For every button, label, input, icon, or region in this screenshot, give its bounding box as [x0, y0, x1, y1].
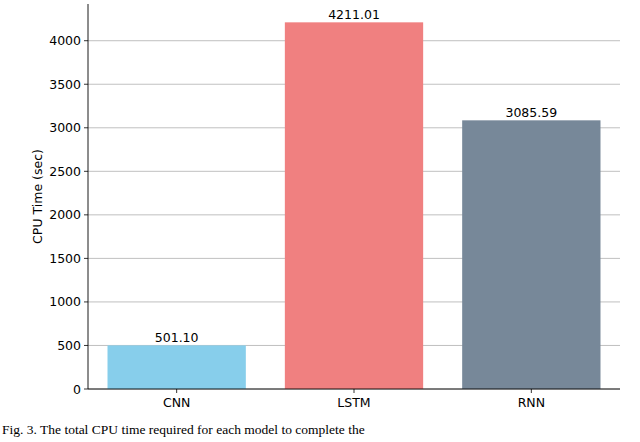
y-axis-line — [88, 4, 89, 389]
y-tick-label: 1000 — [49, 294, 81, 309]
x-tick — [176, 389, 177, 393]
y-tick-label: 3500 — [49, 77, 81, 92]
y-tick — [84, 127, 88, 128]
chart-root: 0 500 1000 1500 2000 2500 3000 3500 4000 501.10 42… — [0, 0, 640, 442]
y-tick-label: 500 — [57, 338, 81, 353]
bars — [108, 22, 601, 389]
chart-svg: 0 500 1000 1500 2000 2500 3000 3500 4000 501.10 42… — [0, 0, 640, 442]
x-tick — [354, 389, 355, 393]
data-label: 4211.01 — [328, 7, 380, 22]
y-tick-label: 3000 — [49, 120, 81, 135]
bar — [108, 345, 246, 389]
y-tick-label: 0 — [73, 382, 81, 397]
x-tick — [531, 389, 532, 393]
y-tick-label: 2000 — [49, 207, 81, 222]
caption: Fig. 3. The total CPU time required for … — [2, 422, 365, 437]
y-tick — [84, 40, 88, 41]
bar — [462, 120, 600, 389]
y-tick — [84, 214, 88, 215]
y-tick-label: 2500 — [49, 164, 81, 179]
x-tick-label: RNN — [518, 395, 545, 410]
y-tick — [84, 345, 88, 346]
data-label: 3085.59 — [505, 105, 557, 120]
y-tick-label: 1500 — [49, 251, 81, 266]
x-tick-label: CNN — [163, 395, 190, 410]
y-tick — [84, 258, 88, 259]
y-tick — [84, 389, 88, 390]
bar — [285, 22, 423, 389]
data-label: 501.10 — [155, 330, 199, 345]
y-tick — [84, 171, 88, 172]
y-axis-label: CPU Time (sec) — [30, 149, 45, 244]
y-tick — [84, 301, 88, 302]
y-tick-label: 4000 — [49, 33, 81, 48]
x-tick-label: LSTM — [337, 395, 370, 410]
y-tick — [84, 84, 88, 85]
